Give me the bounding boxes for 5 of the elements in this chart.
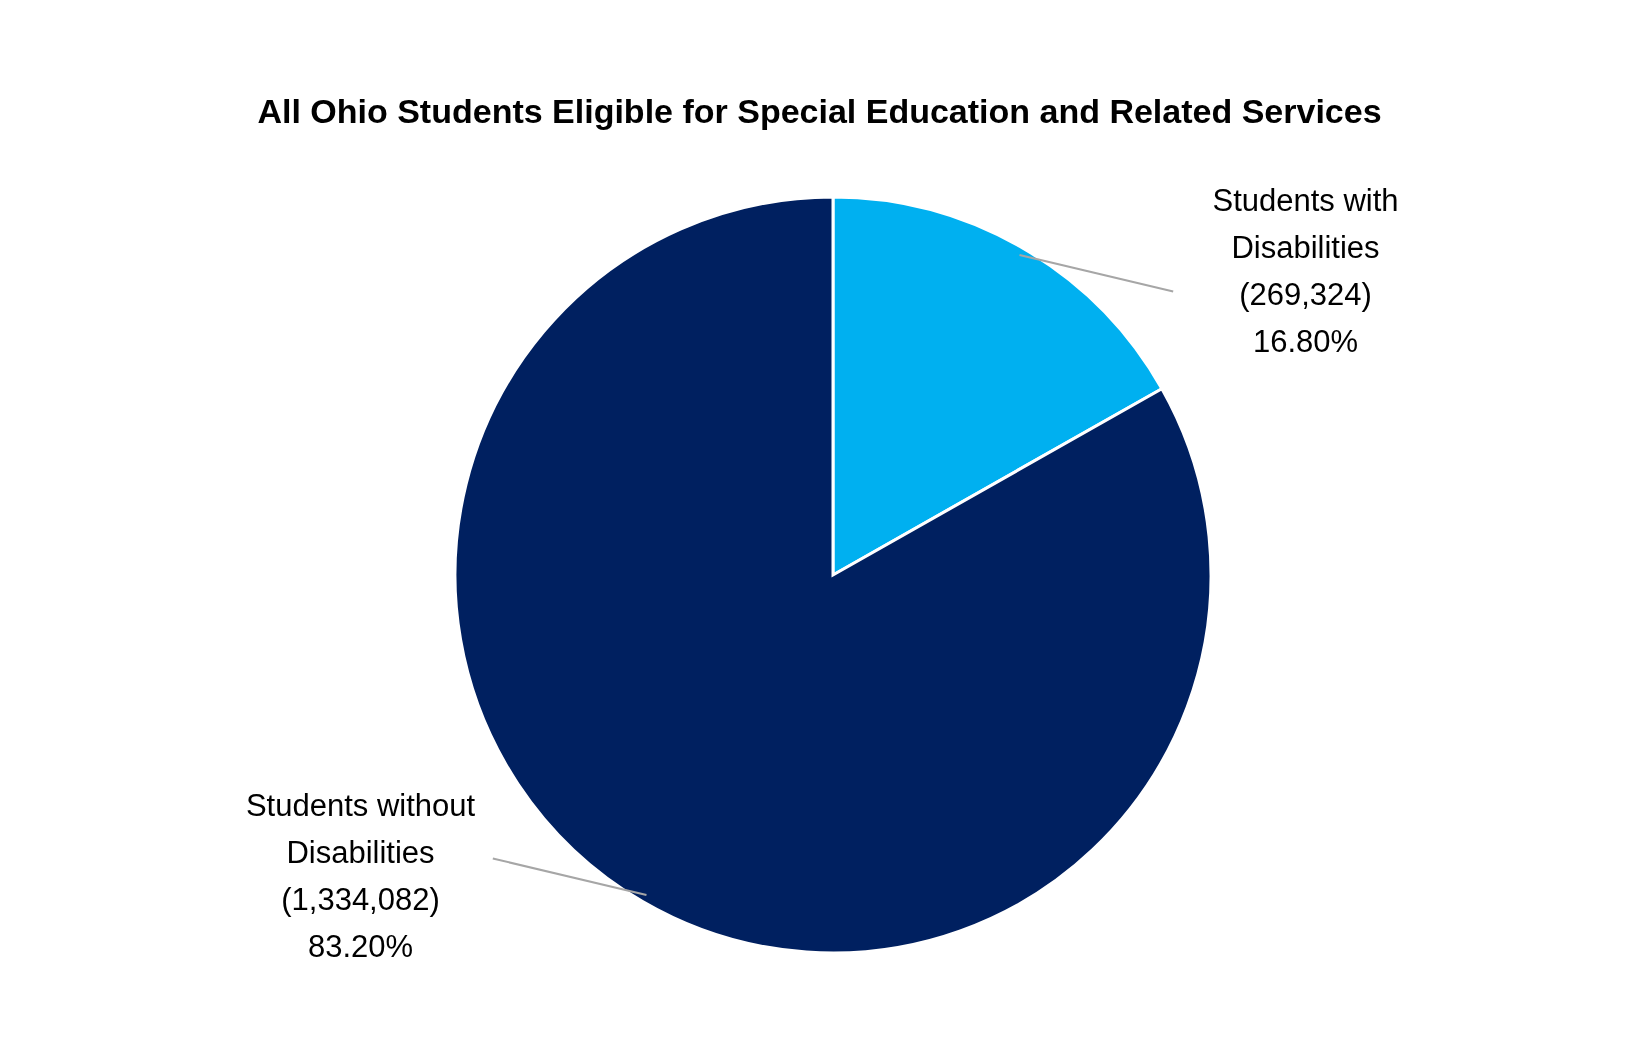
slice-label: Students with Disabilities [1212, 183, 1399, 266]
data-label: (269,324) 16.80% [1239, 277, 1372, 360]
chart-title: All Ohio Students Eligible for Special Education and Related Services [257, 92, 1382, 130]
slice-label: Students without Disabilities [245, 787, 476, 870]
data-label: (1,334,082) 83.20% [281, 881, 440, 964]
